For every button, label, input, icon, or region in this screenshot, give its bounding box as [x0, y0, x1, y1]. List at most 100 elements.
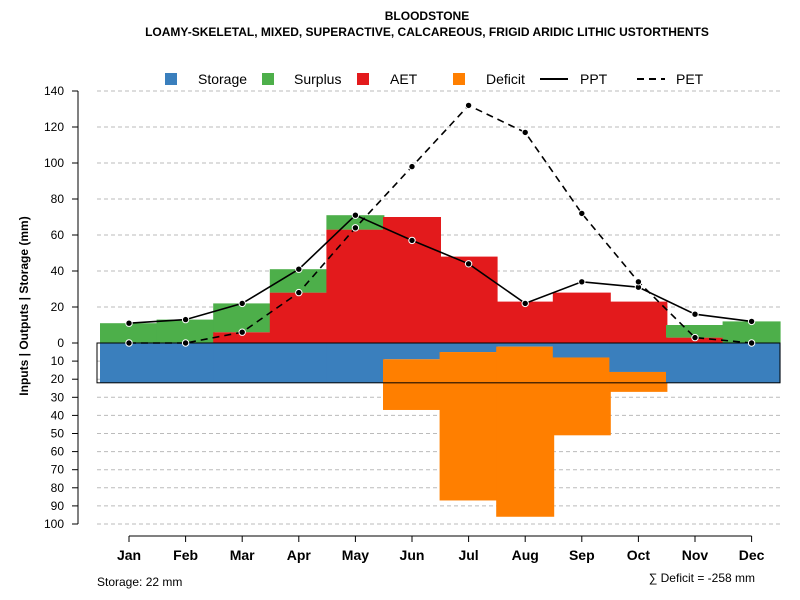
y-tick-label: 40 — [51, 264, 65, 278]
y-tick-label: 70 — [51, 463, 65, 477]
ppt-point — [691, 310, 699, 318]
month-label: Mar — [230, 547, 255, 563]
pet-line — [129, 104, 752, 344]
surplus-bar — [722, 321, 781, 343]
month-label: Nov — [682, 547, 709, 563]
pet-point — [238, 328, 246, 336]
surplus-bar — [213, 303, 272, 333]
month-label: Oct — [627, 547, 651, 563]
pet-point — [181, 339, 190, 347]
aet-bar — [383, 217, 441, 343]
legend-label: Storage — [198, 71, 247, 87]
y-tick-label: 90 — [51, 499, 65, 513]
deficit-bar — [439, 352, 498, 501]
pet-point — [351, 224, 360, 232]
y-tick-label: 20 — [51, 300, 65, 314]
legend-swatch — [165, 73, 177, 85]
legend-swatch — [357, 73, 369, 85]
pet-point — [747, 339, 756, 347]
ppt-point — [578, 278, 586, 286]
y-tick-label: 100 — [44, 517, 64, 531]
pet-point — [408, 162, 416, 171]
surplus-bar — [100, 323, 158, 343]
ppt-point — [295, 265, 303, 273]
month-label: Sep — [569, 547, 595, 563]
y-tick-label: 60 — [51, 228, 65, 242]
month-label: Jul — [458, 547, 478, 563]
legend-label: AET — [390, 71, 418, 87]
storage-bar — [326, 343, 385, 383]
storage-bar — [609, 343, 668, 372]
aet-bar — [213, 332, 272, 343]
y-axis: 0 20 40 60 80 100 120 140 10 20 30 40 50 60 70 80 90 100 — [44, 84, 79, 531]
legend-label: PET — [676, 71, 704, 87]
ppt-point — [408, 236, 416, 245]
storage-bar — [269, 343, 328, 383]
storage-bar — [496, 343, 555, 347]
aet-bar — [269, 292, 328, 343]
pet-point — [295, 288, 303, 297]
legend: Storage Surplus AET Deficit PPT PET — [165, 71, 704, 87]
ppt-point — [125, 319, 133, 327]
legend-swatch — [453, 73, 465, 85]
ppt-point — [181, 315, 190, 324]
y-tick-label: 60 — [51, 445, 65, 459]
y-tick-label: 40 — [51, 408, 65, 422]
y-tick-label: 80 — [51, 481, 65, 495]
y-tick-label: 20 — [51, 372, 65, 386]
storage-bar — [100, 343, 158, 383]
chart-subtitle: LOAMY-SKELETAL, MIXED, SUPERACTIVE, CALC… — [145, 25, 709, 39]
storage-bar — [722, 343, 781, 383]
legend-label: PPT — [580, 71, 608, 87]
month-label: May — [342, 547, 369, 563]
aet-bar — [609, 301, 668, 343]
bars — [100, 215, 781, 517]
storage-frame — [96, 342, 781, 384]
month-label: Apr — [287, 547, 312, 563]
y-axis-label: Inputs | Outputs | Storage (mm) — [17, 216, 31, 395]
surplus-bar — [666, 325, 724, 338]
storage-bar — [666, 343, 724, 383]
storage-bar — [383, 343, 441, 360]
storage-bar — [552, 343, 611, 358]
pet-point — [464, 101, 473, 110]
y-tick-label: 50 — [51, 427, 65, 441]
pet-point — [125, 339, 133, 347]
aet-bar — [439, 256, 498, 343]
legend-label: Deficit — [486, 71, 525, 87]
storage-bar — [439, 343, 498, 353]
deficit-bar — [609, 371, 668, 392]
month-label: Jun — [400, 547, 425, 563]
deficit-note: ∑ Deficit = -258 mm — [649, 571, 755, 585]
lines — [125, 101, 756, 347]
y-tick-label: 30 — [51, 390, 65, 404]
legend-swatch — [262, 73, 274, 85]
y-tick-label: 140 — [44, 84, 64, 98]
y-tick-label: 100 — [44, 156, 64, 170]
storage-bar — [156, 343, 215, 383]
pet-point — [691, 333, 699, 342]
pet-point — [634, 278, 643, 286]
y-tick-label: 80 — [51, 192, 65, 206]
ppt-point — [464, 260, 473, 268]
ppt-point — [747, 317, 756, 326]
storage-bar — [213, 343, 272, 383]
surplus-bar — [326, 215, 385, 230]
pet-point — [578, 209, 586, 218]
y-tick-label: 0 — [57, 336, 64, 350]
x-axis: Jan Feb Mar Apr May Jun Jul Aug Sep Oct Nov Dec — [117, 535, 765, 563]
aet-bar — [496, 301, 555, 343]
ppt-point — [238, 299, 246, 308]
surplus-bar — [156, 319, 215, 343]
ppt-point — [521, 299, 529, 308]
y-tick-label: 10 — [51, 354, 65, 368]
ppt-point — [351, 211, 360, 219]
deficit-bar — [552, 357, 611, 436]
deficit-bar — [496, 346, 555, 517]
aet-bar — [552, 292, 611, 343]
y-tick-label: 120 — [44, 120, 64, 134]
pet-point — [521, 128, 529, 137]
legend-label: Surplus — [294, 71, 341, 87]
month-label: Aug — [512, 547, 539, 563]
